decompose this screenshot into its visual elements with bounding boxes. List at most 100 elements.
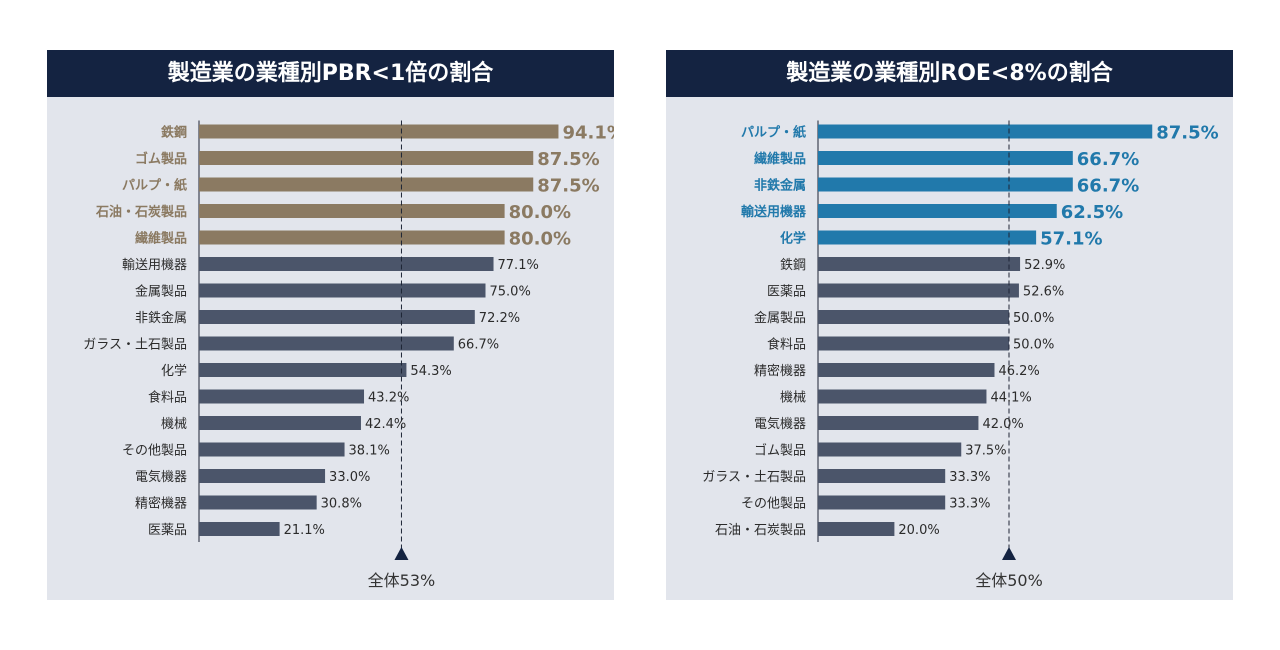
roe-category-label-5: 化学	[780, 231, 806, 247]
roe-bar-3	[818, 177, 1073, 192]
pbr-category-label-7: 金属製品	[135, 284, 187, 300]
pbr-category-label-12: 機械	[161, 417, 187, 432]
pbr-value-label-13: 38.1%	[349, 444, 390, 459]
roe-category-label-6: 鉄鋼	[780, 258, 806, 273]
roe-value-label-8: 50.0%	[1013, 311, 1054, 326]
pbr-value-label-7: 75.0%	[490, 285, 531, 300]
roe-category-label-12: 電気機器	[754, 416, 806, 432]
roe-category-label-15: その他製品	[741, 497, 806, 512]
pbr-category-label-16: 医薬品	[148, 523, 187, 538]
pbr-bar-4	[199, 204, 505, 218]
pbr-average-marker-icon	[394, 547, 409, 560]
pbr-category-label-2: ゴム製品	[135, 151, 187, 167]
pbr-bar-6	[199, 257, 494, 271]
pbr-category-label-6: 輸送用機器	[122, 258, 187, 273]
pbr-bar-14	[199, 469, 326, 483]
roe-value-label-10: 46.2%	[998, 364, 1039, 379]
pbr-value-label-3: 87.5%	[537, 176, 599, 197]
pbr-category-label-11: 食料品	[148, 390, 187, 406]
pbr-bar-8	[199, 310, 475, 324]
roe-category-label-3: 非鉄金属	[754, 178, 806, 194]
pbr-bar-9	[199, 336, 454, 351]
pbr-value-label-12: 42.4%	[365, 417, 406, 432]
roe-value-label-11: 44.1%	[990, 391, 1031, 406]
pbr-category-label-5: 繊維製品	[135, 231, 187, 247]
roe-bar-5	[818, 230, 1037, 245]
roe-bar-10	[818, 363, 995, 377]
roe-bar-8	[818, 310, 1009, 324]
pbr-chart-panel: 製造業の業種別PBR<1倍の割合 全体53% 鉄鋼 94.1% ゴム製品 87.5% パル…	[47, 50, 614, 600]
roe-value-label-5: 57.1%	[1040, 229, 1102, 250]
roe-chart-title: 製造業の業種別ROE<8%の割合	[666, 50, 1233, 97]
pbr-category-label-4: 石油・石炭製品	[95, 204, 187, 220]
roe-category-label-2: 繊維製品	[754, 151, 806, 167]
roe-value-label-9: 50.0%	[1013, 338, 1054, 353]
pbr-bar-chart: 全体53% 鉄鋼 94.1% ゴム製品 87.5% パルプ・紙 87.5% 石油・石炭製品 80…	[83, 120, 614, 590]
pbr-bar-15	[199, 495, 317, 510]
pbr-bar-7	[199, 283, 486, 298]
roe-category-label-13: ゴム製品	[754, 443, 806, 459]
roe-category-label-16: 石油・石炭製品	[715, 523, 806, 538]
roe-category-label-7: 医薬品	[767, 285, 806, 300]
roe-value-label-15: 33.3%	[949, 497, 990, 512]
roe-value-label-13: 37.5%	[965, 444, 1006, 459]
pbr-value-label-10: 54.3%	[410, 364, 451, 379]
roe-value-label-3: 66.7%	[1077, 176, 1139, 197]
roe-bar-2	[818, 151, 1073, 165]
pbr-bar-16	[199, 522, 280, 536]
pbr-bar-11	[199, 389, 365, 404]
roe-bar-11	[818, 389, 987, 404]
roe-category-label-1: パルプ・紙	[741, 125, 806, 141]
roe-bar-13	[818, 442, 962, 457]
roe-value-label-12: 42.0%	[982, 417, 1023, 432]
roe-value-label-14: 33.3%	[949, 470, 990, 485]
pbr-bar-2	[199, 151, 534, 165]
roe-category-label-14: ガラス・土石製品	[702, 470, 806, 485]
pbr-chart-title: 製造業の業種別PBR<1倍の割合	[47, 50, 614, 97]
pbr-bar-10	[199, 363, 407, 377]
pbr-value-label-1: 94.1%	[562, 123, 614, 144]
pbr-category-label-3: パルプ・紙	[122, 178, 187, 194]
roe-average-label: 全体50%	[975, 571, 1043, 590]
pbr-category-label-1: 鉄鋼	[161, 125, 187, 141]
roe-bar-chart: 全体50% パルプ・紙 87.5% 繊維製品 66.7% 非鉄金属 66.7% 輸送用機器 62…	[702, 120, 1219, 590]
pbr-value-label-5: 80.0%	[509, 229, 571, 250]
roe-category-label-9: 食料品	[767, 337, 806, 353]
roe-bar-1	[818, 124, 1153, 139]
pbr-value-label-4: 80.0%	[509, 202, 571, 223]
pbr-category-label-10: 化学	[161, 363, 187, 379]
roe-bar-12	[818, 416, 979, 430]
roe-value-label-16: 20.0%	[898, 523, 939, 538]
pbr-value-label-8: 72.2%	[479, 311, 520, 326]
roe-value-label-4: 62.5%	[1061, 202, 1123, 223]
pbr-bar-13	[199, 442, 345, 457]
roe-bar-4	[818, 204, 1057, 218]
pbr-value-label-6: 77.1%	[498, 258, 539, 273]
pbr-category-label-15: 精密機器	[135, 496, 187, 512]
roe-chart-panel: 製造業の業種別ROE<8%の割合 全体50% パルプ・紙 87.5% 繊維製品 66.7…	[666, 50, 1233, 600]
roe-bar-15	[818, 495, 946, 510]
roe-category-label-10: 精密機器	[754, 363, 806, 379]
pbr-bar-3	[199, 177, 534, 192]
roe-value-label-6: 52.9%	[1024, 258, 1065, 273]
pbr-bar-1	[199, 124, 559, 139]
roe-value-label-7: 52.6%	[1023, 285, 1064, 300]
roe-bar-6	[818, 257, 1021, 271]
pbr-category-label-9: ガラス・土石製品	[83, 338, 187, 353]
pbr-value-label-15: 30.8%	[321, 497, 362, 512]
roe-category-label-4: 輸送用機器	[741, 204, 807, 220]
roe-value-label-2: 66.7%	[1077, 149, 1139, 170]
pbr-bar-12	[199, 416, 361, 430]
roe-bar-9	[818, 336, 1009, 351]
pbr-bar-5	[199, 230, 505, 245]
roe-bar-16	[818, 522, 895, 536]
roe-category-label-8: 金属製品	[754, 310, 806, 326]
roe-category-label-11: 機械	[780, 391, 806, 406]
roe-value-label-1: 87.5%	[1156, 123, 1218, 144]
roe-bar-7	[818, 283, 1019, 298]
pbr-value-label-9: 66.7%	[458, 338, 499, 353]
roe-bar-14	[818, 469, 946, 483]
pbr-average-label: 全体53%	[368, 571, 436, 590]
roe-average-marker-icon	[1002, 547, 1016, 560]
pbr-value-label-16: 21.1%	[284, 523, 325, 538]
